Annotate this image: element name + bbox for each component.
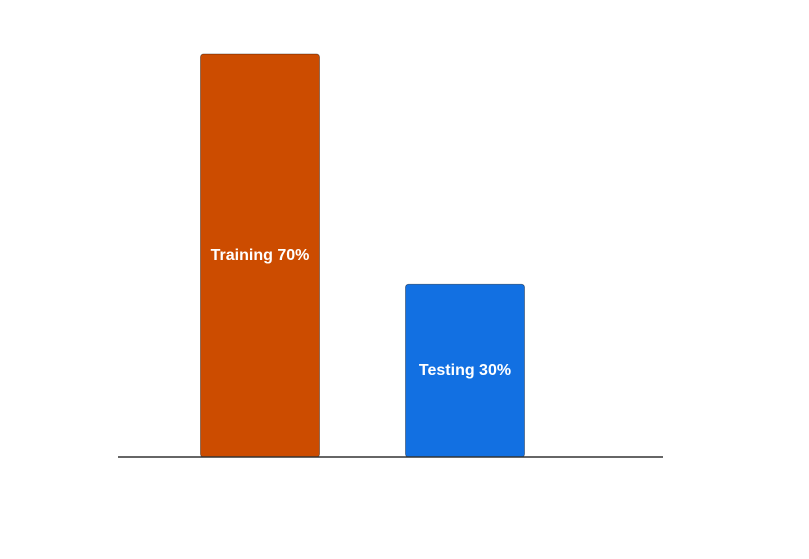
bar-label-training: Training 70%	[211, 247, 310, 264]
bar-label-testing: Testing 30%	[419, 362, 511, 379]
bars-group	[200, 53, 525, 458]
bar-labels-group: Training 70% Testing 30%	[211, 247, 511, 379]
